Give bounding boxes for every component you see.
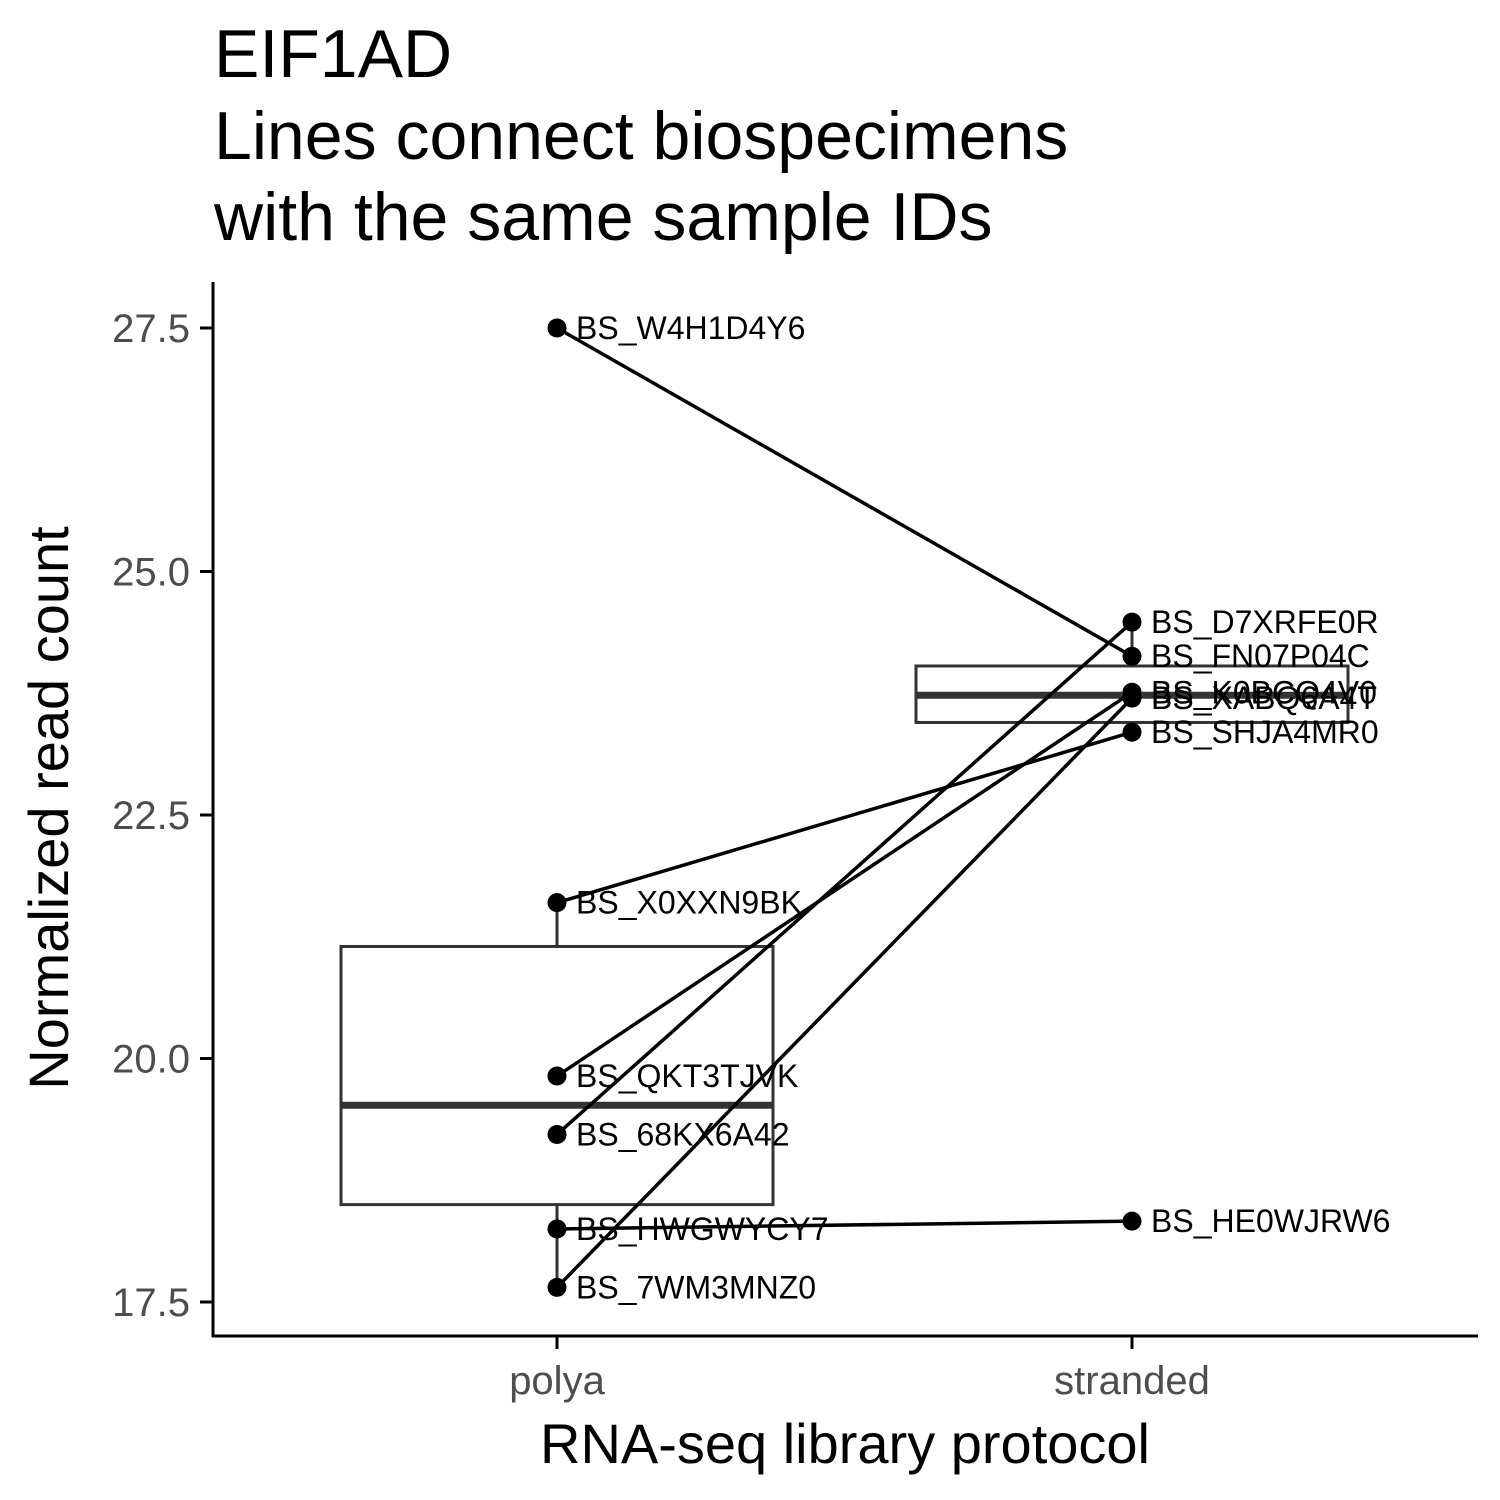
connection-line-6 [555,696,1134,1289]
point-label-BS_XABQ6A4T: BS_XABQ6A4T [1151,680,1377,716]
y-tick-label-2: 22.5 [112,794,190,838]
point-label-BS_D7XRFE0R: BS_D7XRFE0R [1151,604,1379,640]
connection-line-4 [555,620,1134,1136]
plot-area: BS_W4H1D4Y6 BS_X0XXN9BK BS_QKT3TJVK BS_68KX… [339,310,1390,1305]
point-label-BS_HWGWYCY7: BS_HWGWYCY7 [576,1211,828,1247]
point-BS_HE0WJRW6 [1122,1211,1142,1231]
point-label-BS_K0BCQ4V0: BS_K0BCQ4V0 [1151,674,1377,710]
y-tick-label-1: 20.0 [112,1038,190,1082]
connection-line-2 [556,730,1133,905]
point-BS_QKT3TJVK [547,1066,567,1086]
y-axis-title: Normalized read count [17,526,80,1090]
point-BS_HWGWYCY7 [547,1219,567,1239]
point-BS_68KX6A42 [547,1124,567,1144]
x-tick-label-stranded: stranded [1054,1359,1210,1403]
x-axis-title: RNA-seq library protocol [540,1412,1150,1475]
x-tick-label-polya: polya [509,1359,605,1403]
chart-title: EIF1AD Lines connect biospecimens with t… [213,16,1068,255]
point-label-BS_QKT3TJVK: BS_QKT3TJVK [576,1058,798,1094]
axes: 17.5 20.0 22.5 25.0 27.5 polya stranded [112,282,1478,1403]
point-label-BS_W4H1D4Y6: BS_W4H1D4Y6 [576,310,805,346]
y-tick-label-3: 25.0 [112,551,190,595]
connection-line-5 [556,1219,1133,1231]
point-BS_D7XRFE0R [1122,612,1142,632]
y-tick-label-0: 17.5 [112,1281,190,1325]
title-line-3: with the same sample IDs [213,179,993,255]
y-tick-label-4: 27.5 [112,307,190,351]
point-BS_XABQ6A4T [1122,688,1142,708]
box-polya [339,902,775,1288]
point-label-BS_7WM3MNZ0: BS_7WM3MNZ0 [576,1269,816,1305]
point-BS_7WM3MNZ0 [547,1277,567,1297]
point-label-BS_HE0WJRW6: BS_HE0WJRW6 [1151,1203,1390,1239]
connection-line-1 [556,326,1133,658]
box-iqr-polya [339,944,775,1207]
title-line-2: Lines connect biospecimens [214,98,1068,174]
connection-line-3 [556,690,1133,1078]
point-label-BS_X0XXN9BK: BS_X0XXN9BK [576,885,802,921]
title-line-1: EIF1AD [214,16,452,92]
point-BS_FN07P04C [1122,646,1142,666]
point-BS_X0XXN9BK [547,893,567,913]
point-label-BS_68KX6A42: BS_68KX6A42 [576,1116,790,1152]
point-BS_SHJA4MR0 [1122,722,1142,742]
point-label-BS_SHJA4MR0: BS_SHJA4MR0 [1151,714,1379,750]
point-BS_W4H1D4Y6 [547,318,567,338]
point-label-BS_FN07P04C: BS_FN07P04C [1151,638,1370,674]
